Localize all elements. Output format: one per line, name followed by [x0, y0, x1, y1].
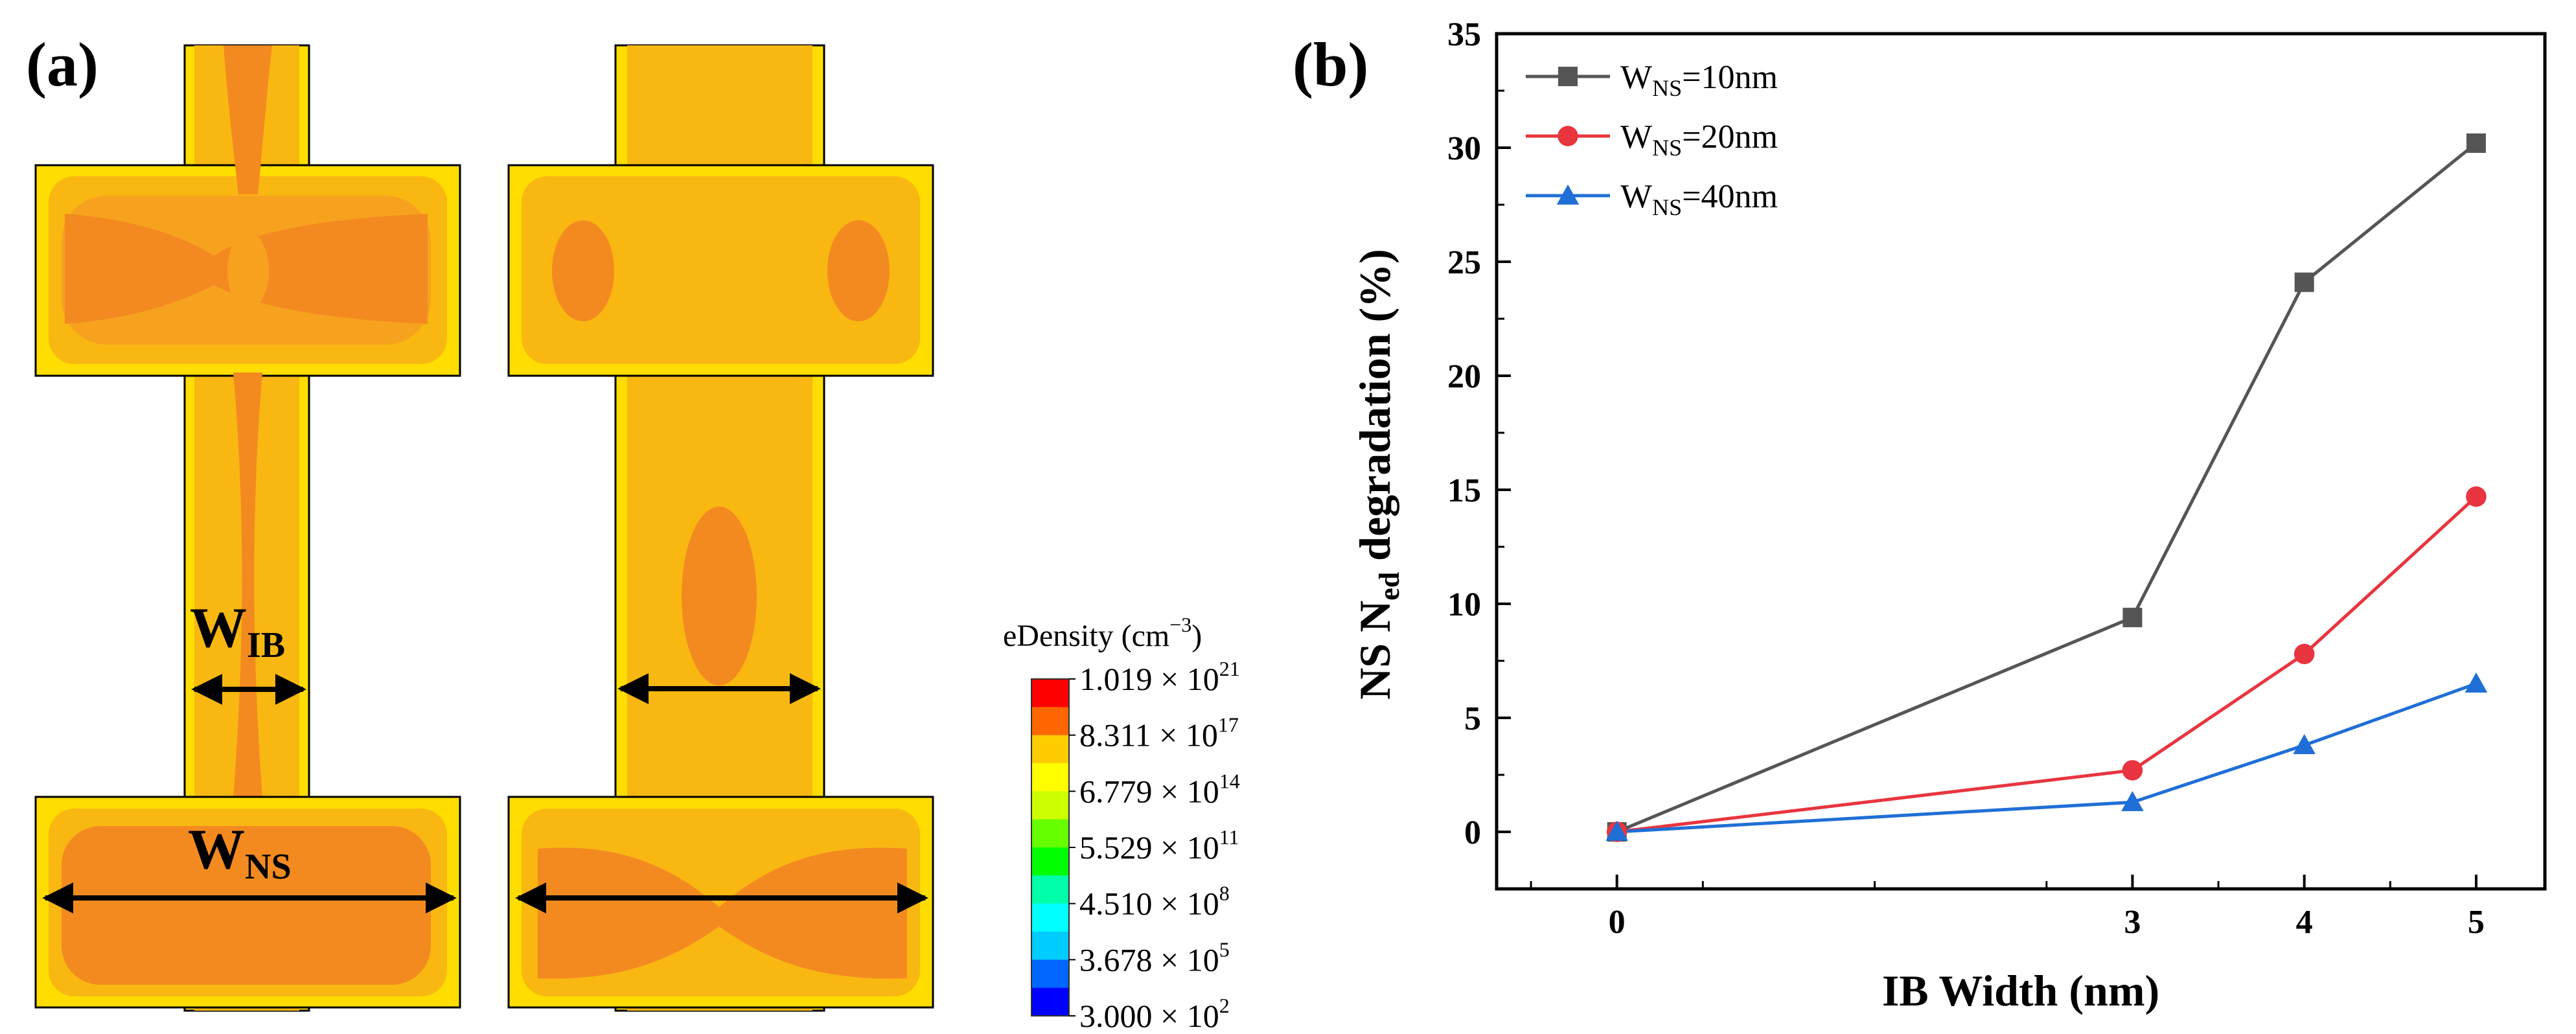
- colorbar-band: [1031, 959, 1069, 989]
- colorbar-tick-label: 1.019 × 1021: [1079, 657, 1240, 697]
- legend-label: WNS=40nm: [1620, 178, 1778, 220]
- colorbar-tick-label: 5.529 × 1011: [1079, 825, 1239, 866]
- colorbar-tick-label: 3.678 × 105: [1079, 937, 1230, 978]
- colorbar: eDensity (cm−3) 1.019 × 1021 8.311 × 1017…: [1003, 613, 1240, 1034]
- data-point: [2122, 760, 2143, 781]
- series-line: [1616, 682, 2477, 834]
- structure-right: [507, 44, 934, 1012]
- data-point: [2293, 733, 2316, 755]
- colorbar-title: eDensity (cm−3): [1003, 613, 1202, 653]
- colorbar-tick-label: 6.779 × 1014: [1079, 769, 1240, 809]
- x-tick-label: 5: [2468, 904, 2485, 941]
- y-tick-label: 15: [1447, 472, 1481, 509]
- x-tick-label: 0: [1609, 904, 1626, 941]
- colorbar-band: [1031, 763, 1069, 792]
- legend-label: WNS=10nm: [1620, 59, 1778, 101]
- x-tick-label: 3: [2124, 904, 2141, 941]
- data-point: [2122, 608, 2143, 628]
- series-line: [1616, 495, 2478, 834]
- colorbar-band: [1031, 679, 1069, 708]
- panel-b-label: (b): [1293, 30, 1369, 99]
- colorbar-tick-label: 3.000 × 102: [1079, 994, 1230, 1034]
- data-point: [1556, 184, 1580, 205]
- data-point: [1558, 67, 1578, 86]
- y-tick-label: 20: [1447, 358, 1481, 395]
- legend-label: WNS=20nm: [1620, 119, 1778, 161]
- colorbar-tick-label: 8.311 × 1017: [1079, 713, 1239, 753]
- structure-left: WIB WNS: [34, 44, 461, 1012]
- colorbar-band: [1031, 932, 1069, 961]
- colorbar-band: [1031, 819, 1069, 848]
- colorbar-tick-label: 4.510 × 108: [1079, 882, 1230, 922]
- colorbar-band: [1031, 987, 1069, 1017]
- legend: WNS=10nm WNS=20nm WNS=40nm: [1526, 59, 1778, 220]
- y-tick-label: 5: [1464, 700, 1481, 737]
- data-point: [2466, 133, 2486, 153]
- data-point: [1558, 126, 1578, 146]
- y-tick-label: 35: [1447, 16, 1481, 53]
- data-point: [2294, 272, 2314, 292]
- w-ib-label: WIB: [190, 597, 285, 665]
- colorbar-band: [1031, 791, 1069, 820]
- colorbar-band: [1031, 875, 1069, 904]
- y-tick-label: 0: [1464, 814, 1481, 851]
- plot-frame: [1495, 32, 2547, 891]
- w-ns-label: WNS: [188, 818, 292, 887]
- colorbar-band: [1031, 847, 1069, 877]
- x-axis-label: IB Width (nm): [1882, 966, 2159, 1015]
- y-axis-label: NS Ned degradation (%): [1350, 249, 1405, 700]
- colorbar-band: [1031, 735, 1069, 764]
- y-tick-label: 25: [1447, 244, 1481, 281]
- series-line: [1616, 142, 2478, 834]
- panel-a-label: (a): [26, 30, 98, 99]
- y-tick-label: 30: [1447, 130, 1481, 167]
- data-point: [2465, 672, 2488, 693]
- data-point: [2466, 486, 2487, 507]
- data-point: [2121, 790, 2144, 812]
- data-point: [2294, 643, 2315, 665]
- colorbar-band: [1031, 903, 1069, 932]
- chart-b: 0 5 10 15 20 25 30 35 0 3 4 5 IB Width (nm) NS Ned …: [1350, 16, 2547, 1015]
- x-tick-label: 4: [2296, 904, 2313, 941]
- y-tick-label: 10: [1447, 586, 1481, 623]
- data-point: [1605, 820, 1628, 841]
- colorbar-band: [1031, 707, 1069, 736]
